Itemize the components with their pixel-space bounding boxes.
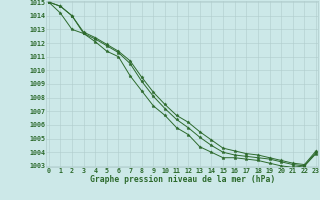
X-axis label: Graphe pression niveau de la mer (hPa): Graphe pression niveau de la mer (hPa) bbox=[90, 176, 275, 184]
